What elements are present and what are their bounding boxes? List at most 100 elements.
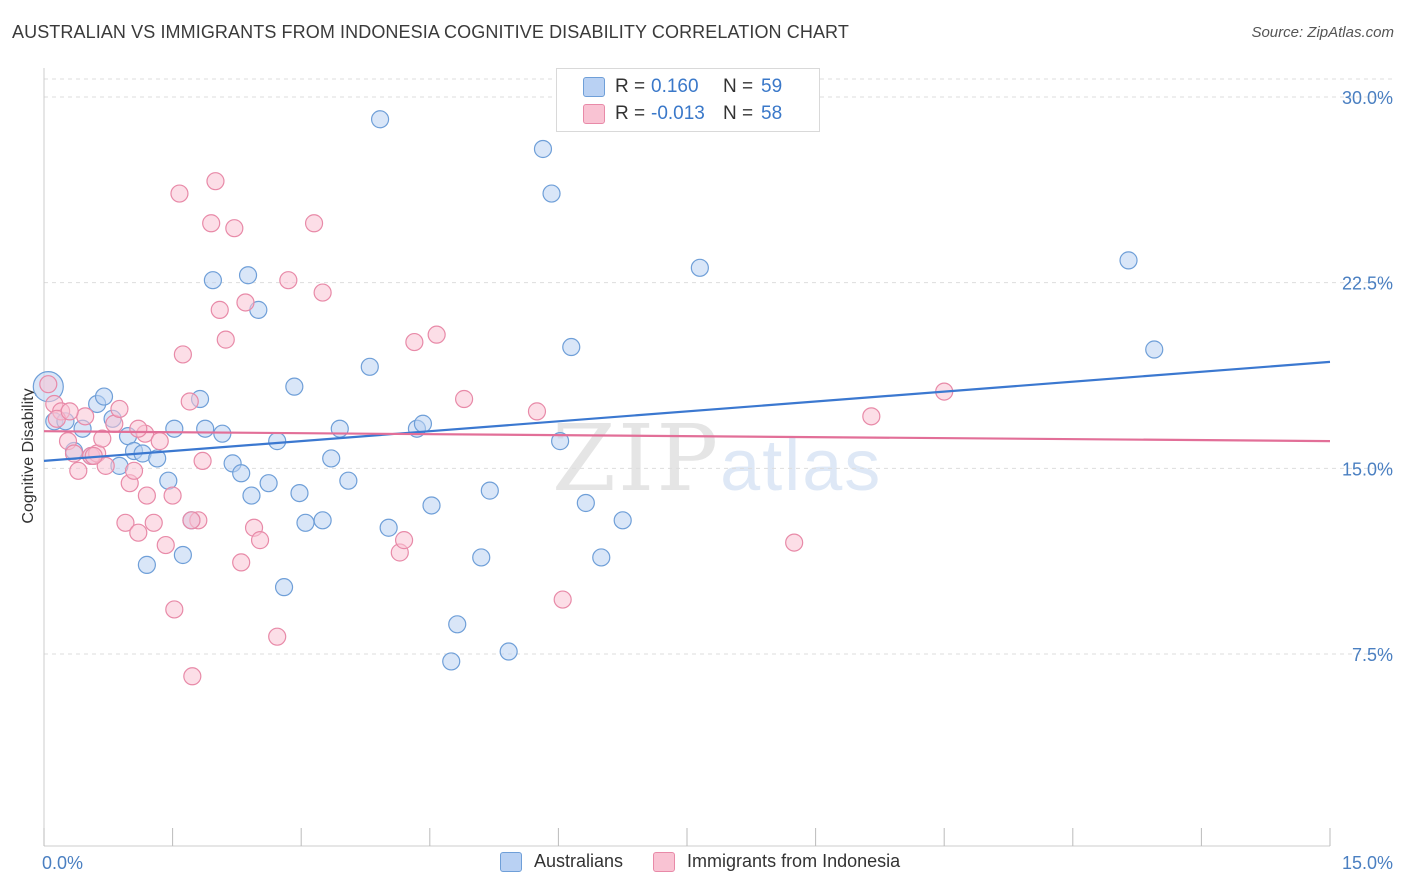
data-point-indonesia — [180, 392, 199, 411]
data-point-indonesia — [137, 486, 156, 505]
data-point-australians — [196, 419, 215, 438]
legend-swatch-blue — [583, 77, 605, 97]
data-point-australians — [238, 266, 258, 285]
data-point-indonesia — [93, 429, 112, 448]
data-point-australians — [499, 642, 518, 661]
data-point-indonesia — [236, 293, 255, 312]
data-point-australians — [165, 419, 184, 438]
data-point-australians — [379, 518, 398, 537]
legend-r-label: R = — [615, 103, 646, 124]
data-point-australians — [613, 511, 632, 530]
data-point-australians — [94, 387, 114, 406]
x-tick-label-max: 15.0% — [1342, 853, 1393, 873]
data-point-australians — [137, 555, 156, 574]
legend-row-indonesia: R = -0.013 N = 58 — [583, 102, 782, 126]
data-point-australians — [690, 258, 709, 277]
data-point-australians — [480, 481, 499, 500]
data-point-indonesia — [165, 600, 184, 619]
data-point-australians — [203, 271, 222, 290]
y-tick-label: 15.0% — [1342, 459, 1393, 479]
legend-row-australians: R = 0.160 N = 59 — [583, 75, 782, 99]
data-point-indonesia — [527, 402, 547, 421]
data-point-australians — [592, 548, 611, 567]
data-point-australians — [274, 578, 294, 597]
data-point-indonesia — [156, 535, 175, 555]
watermark: ZIPatlas — [552, 405, 882, 512]
data-point-indonesia — [96, 456, 115, 475]
data-point-australians — [370, 110, 390, 129]
data-point-indonesia — [427, 325, 446, 344]
data-point-australians — [296, 513, 315, 532]
data-point-australians — [173, 545, 192, 565]
data-point-australians — [232, 464, 251, 483]
data-point-australians — [322, 449, 341, 468]
data-point-indonesia — [193, 451, 212, 471]
chart-title: AUSTRALIAN VS IMMIGRANTS FROM INDONESIA … — [12, 22, 849, 42]
legend-r-value: 0.160 — [651, 76, 699, 97]
data-point-indonesia — [304, 214, 324, 233]
legend-label-indonesia: Immigrants from Indonesia — [687, 851, 901, 871]
data-point-australians — [442, 652, 461, 671]
series-legend: Australians Immigrants from Indonesia — [500, 851, 930, 872]
data-point-indonesia — [202, 214, 221, 233]
data-point-indonesia — [173, 345, 192, 364]
y-tick-label: 30.0% — [1342, 88, 1393, 108]
data-point-australians — [259, 474, 278, 493]
data-point-indonesia — [129, 523, 148, 542]
data-point-indonesia — [60, 402, 79, 421]
source-label: Source: ZipAtlas.com — [1251, 24, 1394, 41]
data-point-australians — [448, 615, 467, 634]
data-point-australians — [330, 419, 349, 438]
data-point-indonesia — [313, 283, 332, 302]
data-point-australians — [422, 496, 441, 515]
data-point-australians — [313, 511, 332, 530]
legend-swatch-pink — [583, 104, 605, 124]
data-point-indonesia — [163, 486, 182, 505]
legend-r-label: R = — [615, 76, 646, 97]
data-point-indonesia — [206, 172, 225, 191]
data-point-indonesia — [785, 533, 804, 552]
x-tick-label-min: 0.0% — [42, 853, 83, 873]
data-point-australians — [242, 486, 261, 505]
data-point-australians — [1119, 251, 1138, 270]
data-point-australians — [339, 471, 358, 490]
data-point-australians — [542, 184, 561, 203]
data-point-indonesia — [182, 511, 201, 530]
legend-n-label: N = — [723, 103, 754, 124]
data-point-indonesia — [279, 271, 298, 290]
watermark-zip: ZIP — [552, 405, 721, 512]
trend-line-australians — [43, 360, 1331, 463]
data-point-indonesia — [216, 330, 235, 349]
data-point-australians — [1145, 340, 1164, 359]
data-point-indonesia — [454, 389, 474, 409]
data-point-indonesia — [124, 461, 144, 480]
legend-stats: R = 0.160 N = 59 R = -0.013 N = 58 — [556, 68, 820, 132]
data-point-indonesia — [553, 590, 572, 609]
data-point-indonesia — [69, 461, 88, 480]
data-point-australians — [413, 414, 433, 433]
y-tick-label: 22.5% — [1342, 274, 1393, 294]
y-axis-title: Cognitive Disability — [20, 388, 37, 523]
legend-swatch-pink — [653, 851, 676, 872]
legend-n-value: 58 — [761, 103, 783, 124]
y-tick-label: 7.5% — [1352, 645, 1393, 665]
legend-item-australians[interactable]: Australians — [500, 851, 623, 872]
data-point-indonesia — [394, 531, 414, 550]
data-point-indonesia — [250, 531, 270, 550]
data-point-indonesia — [150, 432, 169, 451]
legend-swatch-blue — [500, 851, 522, 872]
data-point-indonesia — [39, 375, 58, 394]
data-point-indonesia — [210, 300, 229, 319]
data-point-australians — [290, 483, 309, 503]
data-point-indonesia — [144, 513, 163, 532]
data-point-australians — [148, 449, 167, 468]
data-point-indonesia — [232, 553, 251, 572]
data-point-indonesia — [170, 184, 189, 203]
legend-item-indonesia[interactable]: Immigrants from Indonesia — [653, 851, 900, 872]
data-point-australians — [533, 139, 553, 159]
trend-line-indonesia — [43, 430, 1331, 443]
data-point-australians — [360, 357, 379, 376]
data-point-indonesia — [183, 667, 202, 686]
data-point-indonesia — [405, 332, 424, 352]
